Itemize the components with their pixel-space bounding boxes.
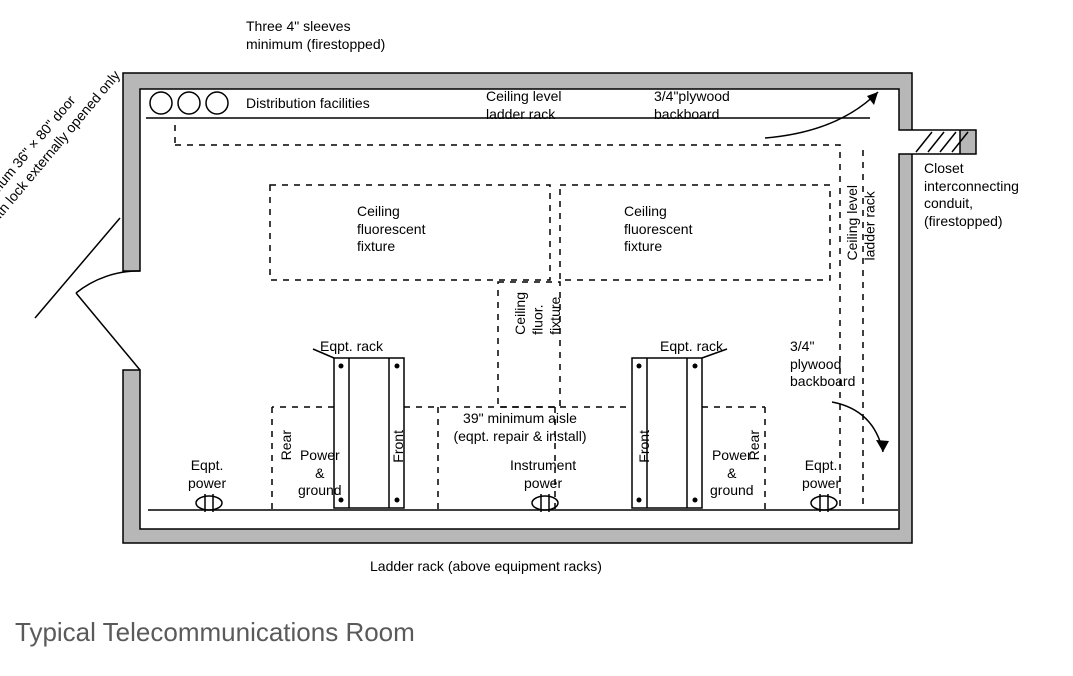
diagram-title: Typical Telecommunications Room <box>15 617 415 648</box>
sleeve-1 <box>150 92 172 114</box>
arrow-top-right-head <box>867 92 878 105</box>
door-arc <box>76 271 140 293</box>
label-rear-left: Rear <box>278 430 296 460</box>
label-power-ground-right: Power&ground <box>710 447 754 500</box>
label-ceiling-ladder-right: Ceiling levelladder rack <box>844 185 879 260</box>
fluorescent-right <box>560 185 830 280</box>
label-power-ground-left: Power&ground <box>298 447 342 500</box>
label-fluor-center: Ceilingfluor.fixture <box>512 292 565 335</box>
label-sleeves: Three 4" sleevesminimum (firestopped) <box>246 18 385 53</box>
label-fluor-left: Ceilingfluorescentfixture <box>357 203 425 256</box>
arrow-top-right <box>765 92 878 138</box>
label-eqpt-rack-right: Eqpt. rack <box>660 338 723 356</box>
sleeve-3 <box>206 92 228 114</box>
label-plywood-top: 3/4"plywoodbackboard <box>654 88 730 123</box>
label-bottom-ladder: Ladder rack (above equipment racks) <box>370 558 602 576</box>
label-front-right: Front <box>636 430 654 463</box>
label-ceiling-ladder-top: Ceiling levelladder rack <box>486 88 561 123</box>
label-fluor-right: Ceilingfluorescentfixture <box>624 203 692 256</box>
door-leader <box>35 218 120 318</box>
door-leaf <box>76 293 140 370</box>
label-eqpt-power-left: Eqpt.power <box>188 457 226 492</box>
label-distribution: Distribution facilities <box>246 95 370 113</box>
label-aisle: 39" minimum aisle(eqpt. repair & install… <box>440 410 600 445</box>
label-front-left: Front <box>390 430 408 463</box>
label-plywood-right: 3/4"plywoodbackboard <box>790 338 855 391</box>
label-eqpt-rack-left: Eqpt. rack <box>320 338 383 356</box>
label-conduit: Closetinterconnectingconduit,(firestoppe… <box>924 160 1019 230</box>
sleeve-2 <box>178 92 200 114</box>
arrow-mid-right-head <box>876 440 889 452</box>
label-instrument-power: Instrumentpower <box>510 457 576 492</box>
label-eqpt-power-right: Eqpt.power <box>802 457 840 492</box>
